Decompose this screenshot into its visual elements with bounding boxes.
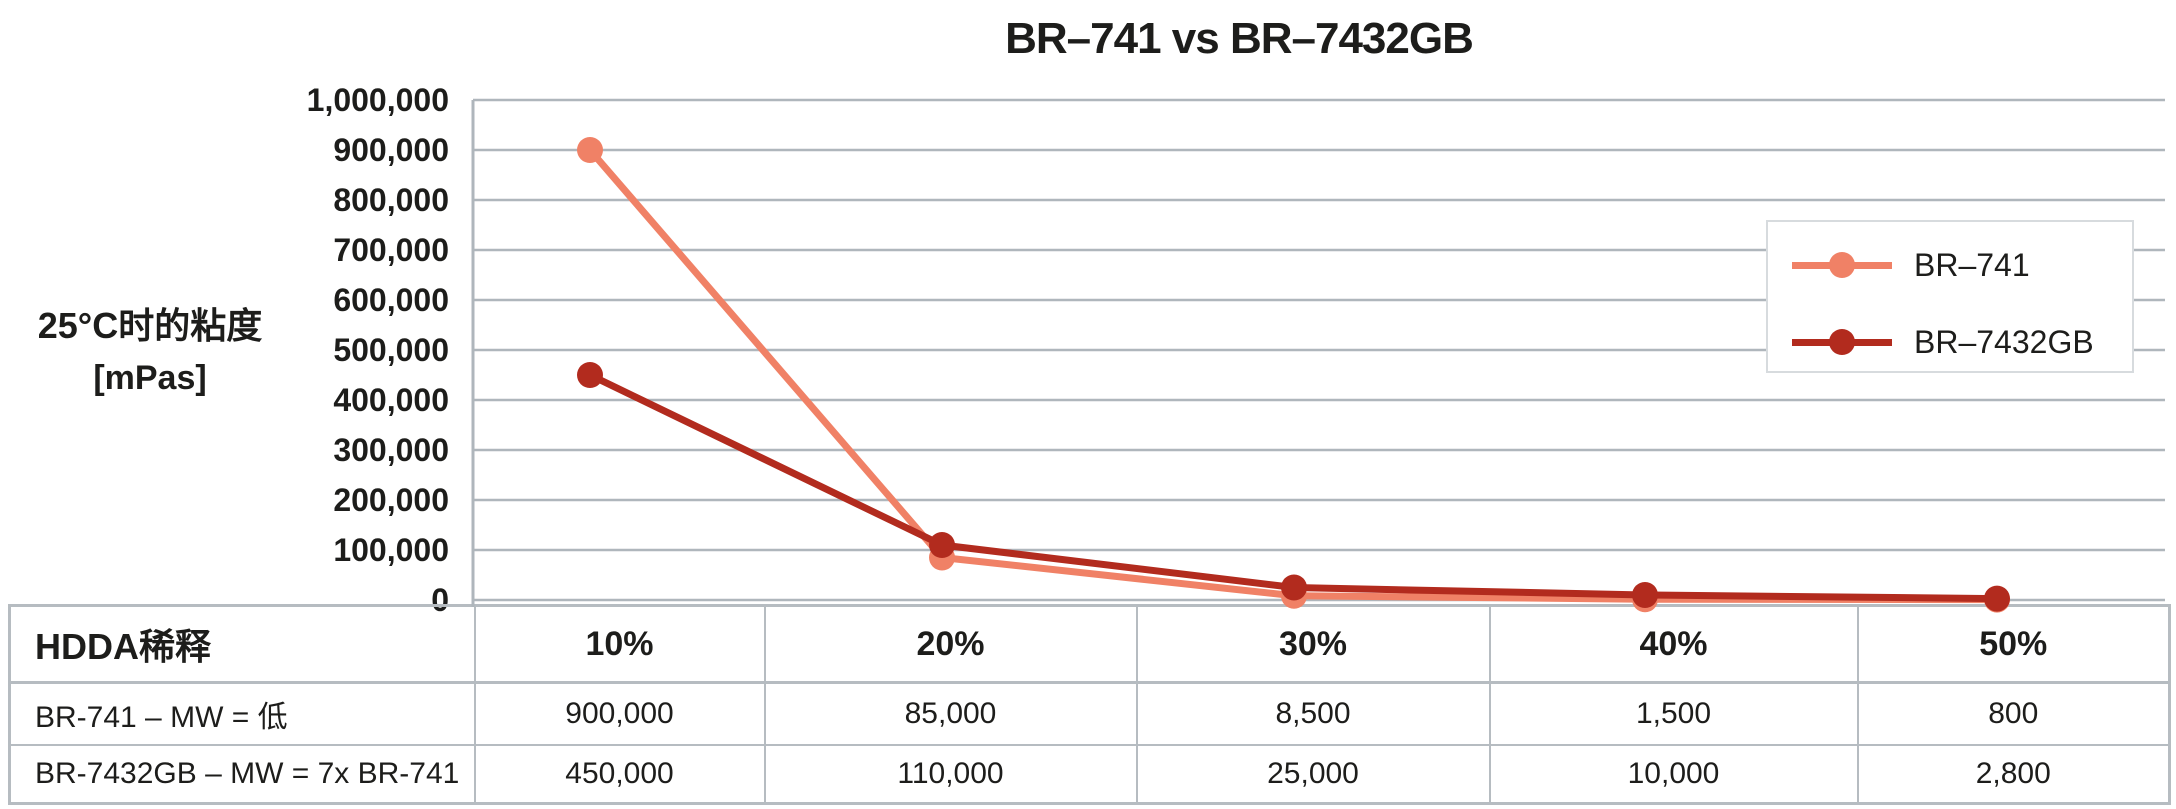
legend-label: BR–7432GB xyxy=(1914,323,2094,360)
table-cell: 85,000 xyxy=(763,681,1138,746)
y-tick-label: 1,000,000 xyxy=(300,81,455,119)
legend-label: BR–741 xyxy=(1914,246,2030,283)
table-cell: 450,000 xyxy=(473,744,766,805)
chart-title: BR–741 vs BR–7432GB xyxy=(1005,14,1474,63)
table-cell: 2,800 xyxy=(1856,744,2171,805)
data-point xyxy=(1281,574,1307,601)
table-cell: 900,000 xyxy=(473,681,766,746)
y-tick-label: 600,000 xyxy=(327,281,455,319)
data-point xyxy=(577,362,603,388)
table-cell: 1,500 xyxy=(1488,681,1859,746)
table-header-cell: 50% xyxy=(1856,604,2171,684)
legend-dot-icon xyxy=(1829,252,1855,278)
y-axis-title: 25°C时的粘度 [mPas] xyxy=(4,300,296,404)
table-cell: 110,000 xyxy=(763,744,1138,805)
legend-line-marker-icon xyxy=(1792,252,1892,278)
y-axis-title-unit: [mPas] xyxy=(93,359,207,397)
legend-item: BR–741 xyxy=(1792,246,2030,283)
data-point xyxy=(929,544,955,571)
table-header-cell: 10% xyxy=(473,604,766,684)
viscosity-table: HDDA稀释 10% 20% 30% 40% 50% BR-741 – MW = 低 900,… xyxy=(8,604,2171,805)
table-row: BR-741 – MW = 低 900,000 85,000 8,500 1,500 80… xyxy=(8,681,2171,746)
legend-dot-icon xyxy=(1829,329,1855,355)
table-header-cell: 40% xyxy=(1488,604,1859,684)
table-cell: 10,000 xyxy=(1488,744,1859,805)
y-tick-label: 700,000 xyxy=(327,231,455,269)
series-line-1 xyxy=(586,371,2001,603)
table-header-cell: 20% xyxy=(763,604,1138,684)
data-point xyxy=(929,532,955,558)
y-tick-label: 400,000 xyxy=(327,381,455,419)
table-row: BR-7432GB – MW = 7x BR-741 450,000 110,000… xyxy=(8,744,2171,805)
data-point xyxy=(577,137,603,163)
y-tick-label: 900,000 xyxy=(327,131,455,169)
legend-line-marker-icon xyxy=(1792,329,1892,355)
y-tick-label: 100,000 xyxy=(327,531,455,569)
y-tick-label: 800,000 xyxy=(327,181,455,219)
y-tick-label: 300,000 xyxy=(327,431,455,469)
chart-legend: BR–741 BR–7432GB xyxy=(1766,220,2134,373)
table-cell: 8,500 xyxy=(1135,681,1491,746)
legend-item: BR–7432GB xyxy=(1792,323,2094,360)
table-header-row: HDDA稀释 10% 20% 30% 40% 50% xyxy=(8,604,2171,684)
y-axis-title-line1: 25°C时的粘度 xyxy=(37,305,263,346)
table-header-cell: 30% xyxy=(1135,604,1491,684)
table-header-label: HDDA稀释 xyxy=(8,604,476,684)
table-row-label: BR-741 – MW = 低 xyxy=(8,681,476,746)
y-tick-label: 200,000 xyxy=(327,481,455,519)
table-cell: 800 xyxy=(1856,681,2171,746)
y-tick-label: 500,000 xyxy=(327,331,455,369)
series-line-0 xyxy=(586,146,2001,604)
table-cell: 25,000 xyxy=(1135,744,1491,805)
table-row-label: BR-7432GB – MW = 7x BR-741 xyxy=(8,744,476,805)
